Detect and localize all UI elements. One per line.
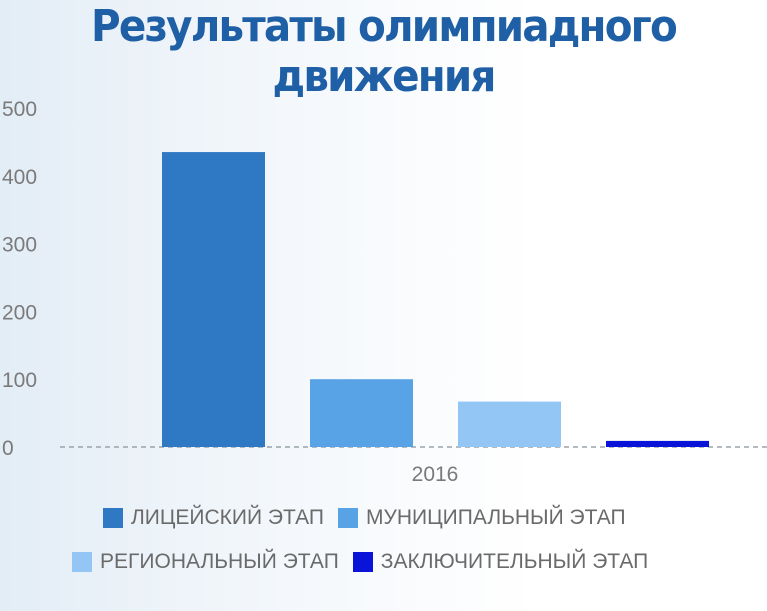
bars xyxy=(162,152,709,447)
legend-item-2: МУНИЦИПАЛЬНЫЙ ЭТАП xyxy=(338,506,626,530)
chart-title-line-2: движения xyxy=(272,51,496,102)
legend-item-3: РЕГИОНАЛЬНЫЙ ЭТАП xyxy=(72,550,339,574)
y-tick-label: 200 xyxy=(2,301,37,324)
legend-item-1: ЛИЦЕЙСКИЙ ЭТАП xyxy=(103,506,324,530)
legend-swatch xyxy=(72,552,92,572)
chart-title-line-1: Результаты олимпиадного xyxy=(91,1,678,52)
legend-swatch xyxy=(338,508,359,528)
legend-label: ЗАКЛЮЧИТЕЛЬНЫЙ ЭТАП xyxy=(380,550,649,573)
y-tick-label: 500 xyxy=(2,98,37,121)
legend-swatch xyxy=(352,552,373,572)
y-tick-label: 400 xyxy=(2,166,37,189)
y-tick-label: 300 xyxy=(2,234,37,257)
legend-row: ЛИЦЕЙСКИЙ ЭТАП МУНИЦИПАЛЬНЫЙ ЭТАП xyxy=(103,506,640,530)
y-tick-label: 0 xyxy=(2,437,14,460)
bar-series-1 xyxy=(162,152,265,447)
bar-series-4 xyxy=(606,440,709,447)
bar-series-2 xyxy=(310,379,413,447)
bar-series-3 xyxy=(458,401,561,447)
chart-title: Результаты олимпиадного движения xyxy=(31,2,737,102)
legend-label: МУНИЦИПАЛЬНЫЙ ЭТАП xyxy=(366,506,626,529)
y-tick-label: 100 xyxy=(2,369,37,392)
y-axis: 0 100 200 300 400 500 xyxy=(2,98,37,460)
legend-label: ЛИЦЕЙСКИЙ ЭТАП xyxy=(131,506,325,529)
legend-item-4: ЗАКЛЮЧИТЕЛЬНЫЙ ЭТАП xyxy=(352,550,649,574)
x-tick-label-2016: 2016 xyxy=(412,463,459,486)
legend-row: РЕГИОНАЛЬНЫЙ ЭТАП ЗАКЛЮЧИТЕЛЬНЫЙ ЭТАП xyxy=(72,550,662,574)
legend-swatch xyxy=(103,508,123,528)
legend-label: РЕГИОНАЛЬНЫЙ ЭТАП xyxy=(100,550,339,573)
